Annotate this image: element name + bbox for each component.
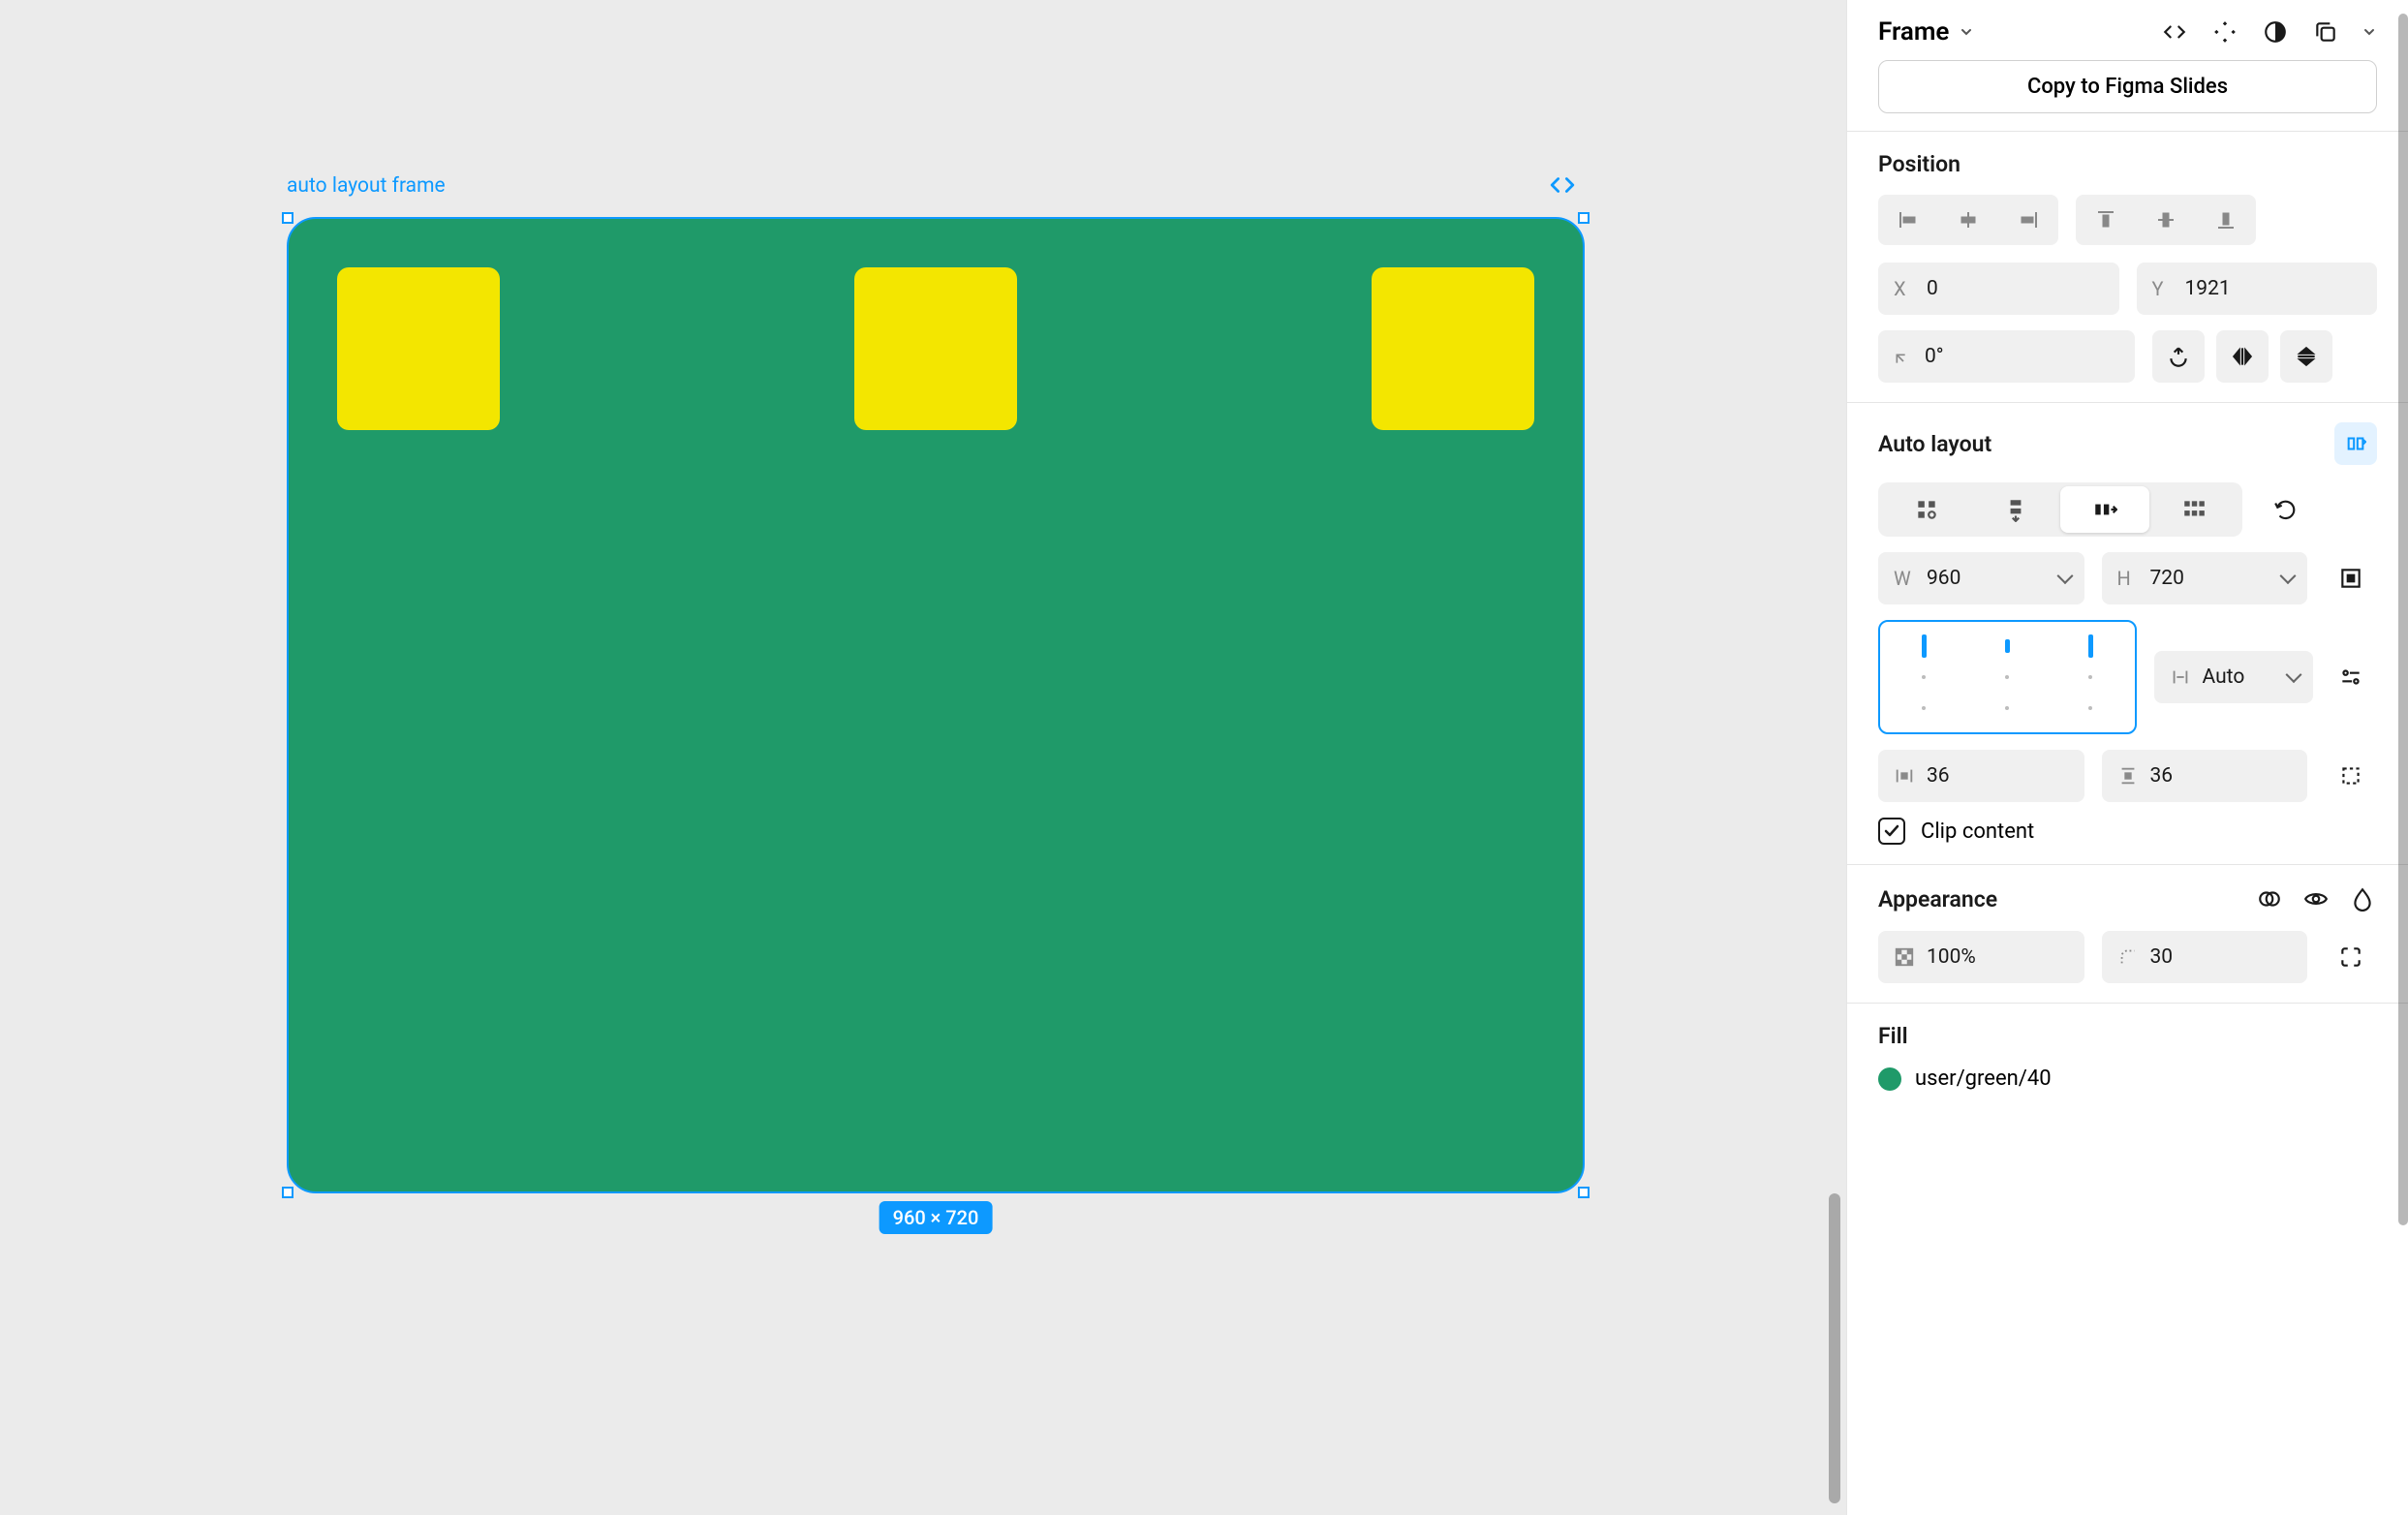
position-title: Position [1878,151,1960,177]
panel-scrollbar[interactable] [2398,14,2408,1225]
direction-horizontal-button[interactable] [2060,486,2149,533]
y-value: 1921 [2185,277,2231,300]
align-mid-right[interactable] [2088,675,2092,679]
direction-segmented [1878,482,2242,537]
vertical-align-group [2076,195,2256,245]
align-top-right[interactable] [2088,634,2093,658]
align-bot-right[interactable] [2088,706,2092,710]
fill-color-name: user/green/40 [1915,1067,2052,1091]
flip-vertical-button[interactable] [2280,330,2332,383]
align-right-button[interactable] [1998,195,2058,245]
radius-value: 30 [2150,945,2174,969]
height-value: 720 [2150,567,2184,590]
resize-handle-top-right[interactable] [1578,212,1590,224]
alignment-grid[interactable] [1878,620,2137,734]
frame-type-dropdown[interactable]: Frame [1878,17,1974,46]
resize-handle-bottom-left[interactable] [282,1187,293,1198]
dev-mode-icon[interactable] [1550,172,1575,201]
direction-wrap-button[interactable] [2149,486,2238,533]
resize-handle-top-left[interactable] [282,212,293,224]
dimensions-badge: 960 × 720 [880,1201,993,1234]
gap-settings-button[interactable] [2325,651,2377,703]
rotation-value: 0° [1925,345,1944,368]
frame-title-label[interactable]: auto layout frame [287,174,446,198]
gap-value: Auto [2203,665,2245,689]
selected-frame[interactable]: 960 × 720 [287,217,1585,1193]
width-value: 960 [1927,567,1960,590]
x-position-field[interactable]: X0 [1878,263,2119,315]
h-padding-value: 36 [1927,764,1950,788]
align-mid-left[interactable] [1922,675,1926,679]
dev-mode-icon[interactable] [2160,17,2189,46]
clip-content-label: Clip content [1921,819,2034,844]
y-position-field[interactable]: Y1921 [2137,263,2378,315]
rotate-90-button[interactable] [2152,330,2205,383]
blur-icon[interactable] [2348,884,2377,913]
height-field[interactable]: H720 [2102,552,2308,604]
direction-vertical-button[interactable] [1971,486,2060,533]
align-bottom-button[interactable] [2196,195,2256,245]
resize-handle-bottom-right[interactable] [1578,1187,1590,1198]
canvas-scrollbar[interactable] [1829,1193,1840,1503]
horizontal-align-group [1878,195,2058,245]
frame-type-label: Frame [1878,17,1949,46]
corner-radius-field[interactable]: 30 [2102,931,2308,983]
align-bot-center[interactable] [2005,706,2009,710]
gap-field[interactable]: Auto [2154,651,2314,703]
child-rectangle[interactable] [337,267,500,430]
x-value: 0 [1927,277,1938,300]
align-left-button[interactable] [1878,195,1938,245]
align-v-center-button[interactable] [2136,195,2196,245]
width-field[interactable]: W960 [1878,552,2084,604]
more-dropdown-icon[interactable] [2362,17,2377,46]
individual-corners-button[interactable] [2325,931,2377,983]
copy-icon[interactable] [2311,17,2340,46]
autolayout-settings-icon[interactable] [2334,422,2377,465]
direction-reset-button[interactable] [2260,483,2312,536]
direction-none-button[interactable] [1882,486,1971,533]
canvas-area[interactable]: auto layout frame 960 × 720 [0,0,1846,1515]
align-top-left[interactable] [1922,634,1927,658]
position-section: Position X0 Y1921 0° [1847,132,2408,403]
autolayout-title: Auto layout [1878,431,1991,457]
fill-section: Fill user/green/40 [1847,1004,2408,1098]
component-icon[interactable] [2210,17,2239,46]
fill-swatch-icon[interactable] [1878,1067,1901,1091]
appearance-title: Appearance [1878,886,1997,912]
resize-to-fit-button[interactable] [2325,552,2377,604]
v-padding-value: 36 [2150,764,2174,788]
appearance-section: Appearance 100% 30 [1847,865,2408,1004]
child-rectangle[interactable] [1372,267,1534,430]
opacity-field[interactable]: 100% [1878,931,2084,983]
dimensions-text: 960 × 720 [893,1206,979,1229]
align-h-center-button[interactable] [1938,195,1998,245]
properties-panel: Frame Copy to Figma Slides Position [1846,0,2408,1515]
child-rectangle[interactable] [854,267,1017,430]
panel-topbar: Frame [1847,0,2408,60]
align-top-button[interactable] [2076,195,2136,245]
clip-content-checkbox[interactable]: Clip content [1878,818,2377,845]
rotation-field[interactable]: 0° [1878,330,2135,383]
opacity-value: 100% [1927,945,1976,969]
visibility-icon[interactable] [2301,884,2331,913]
flip-horizontal-button[interactable] [2216,330,2269,383]
blend-mode-icon[interactable] [2255,884,2284,913]
individual-padding-button[interactable] [2325,750,2377,802]
contrast-icon[interactable] [2261,17,2290,46]
fill-color-row[interactable]: user/green/40 [1878,1067,2052,1091]
copy-to-slides-button[interactable]: Copy to Figma Slides [1878,60,2377,113]
horizontal-padding-field[interactable]: 36 [1878,750,2084,802]
align-top-center[interactable] [2005,639,2010,653]
fill-title: Fill [1878,1023,1908,1049]
auto-layout-section: Auto layout W960 H720 [1847,403,2408,865]
vertical-padding-field[interactable]: 36 [2102,750,2308,802]
align-bot-left[interactable] [1922,706,1926,710]
align-mid-center[interactable] [2005,675,2009,679]
